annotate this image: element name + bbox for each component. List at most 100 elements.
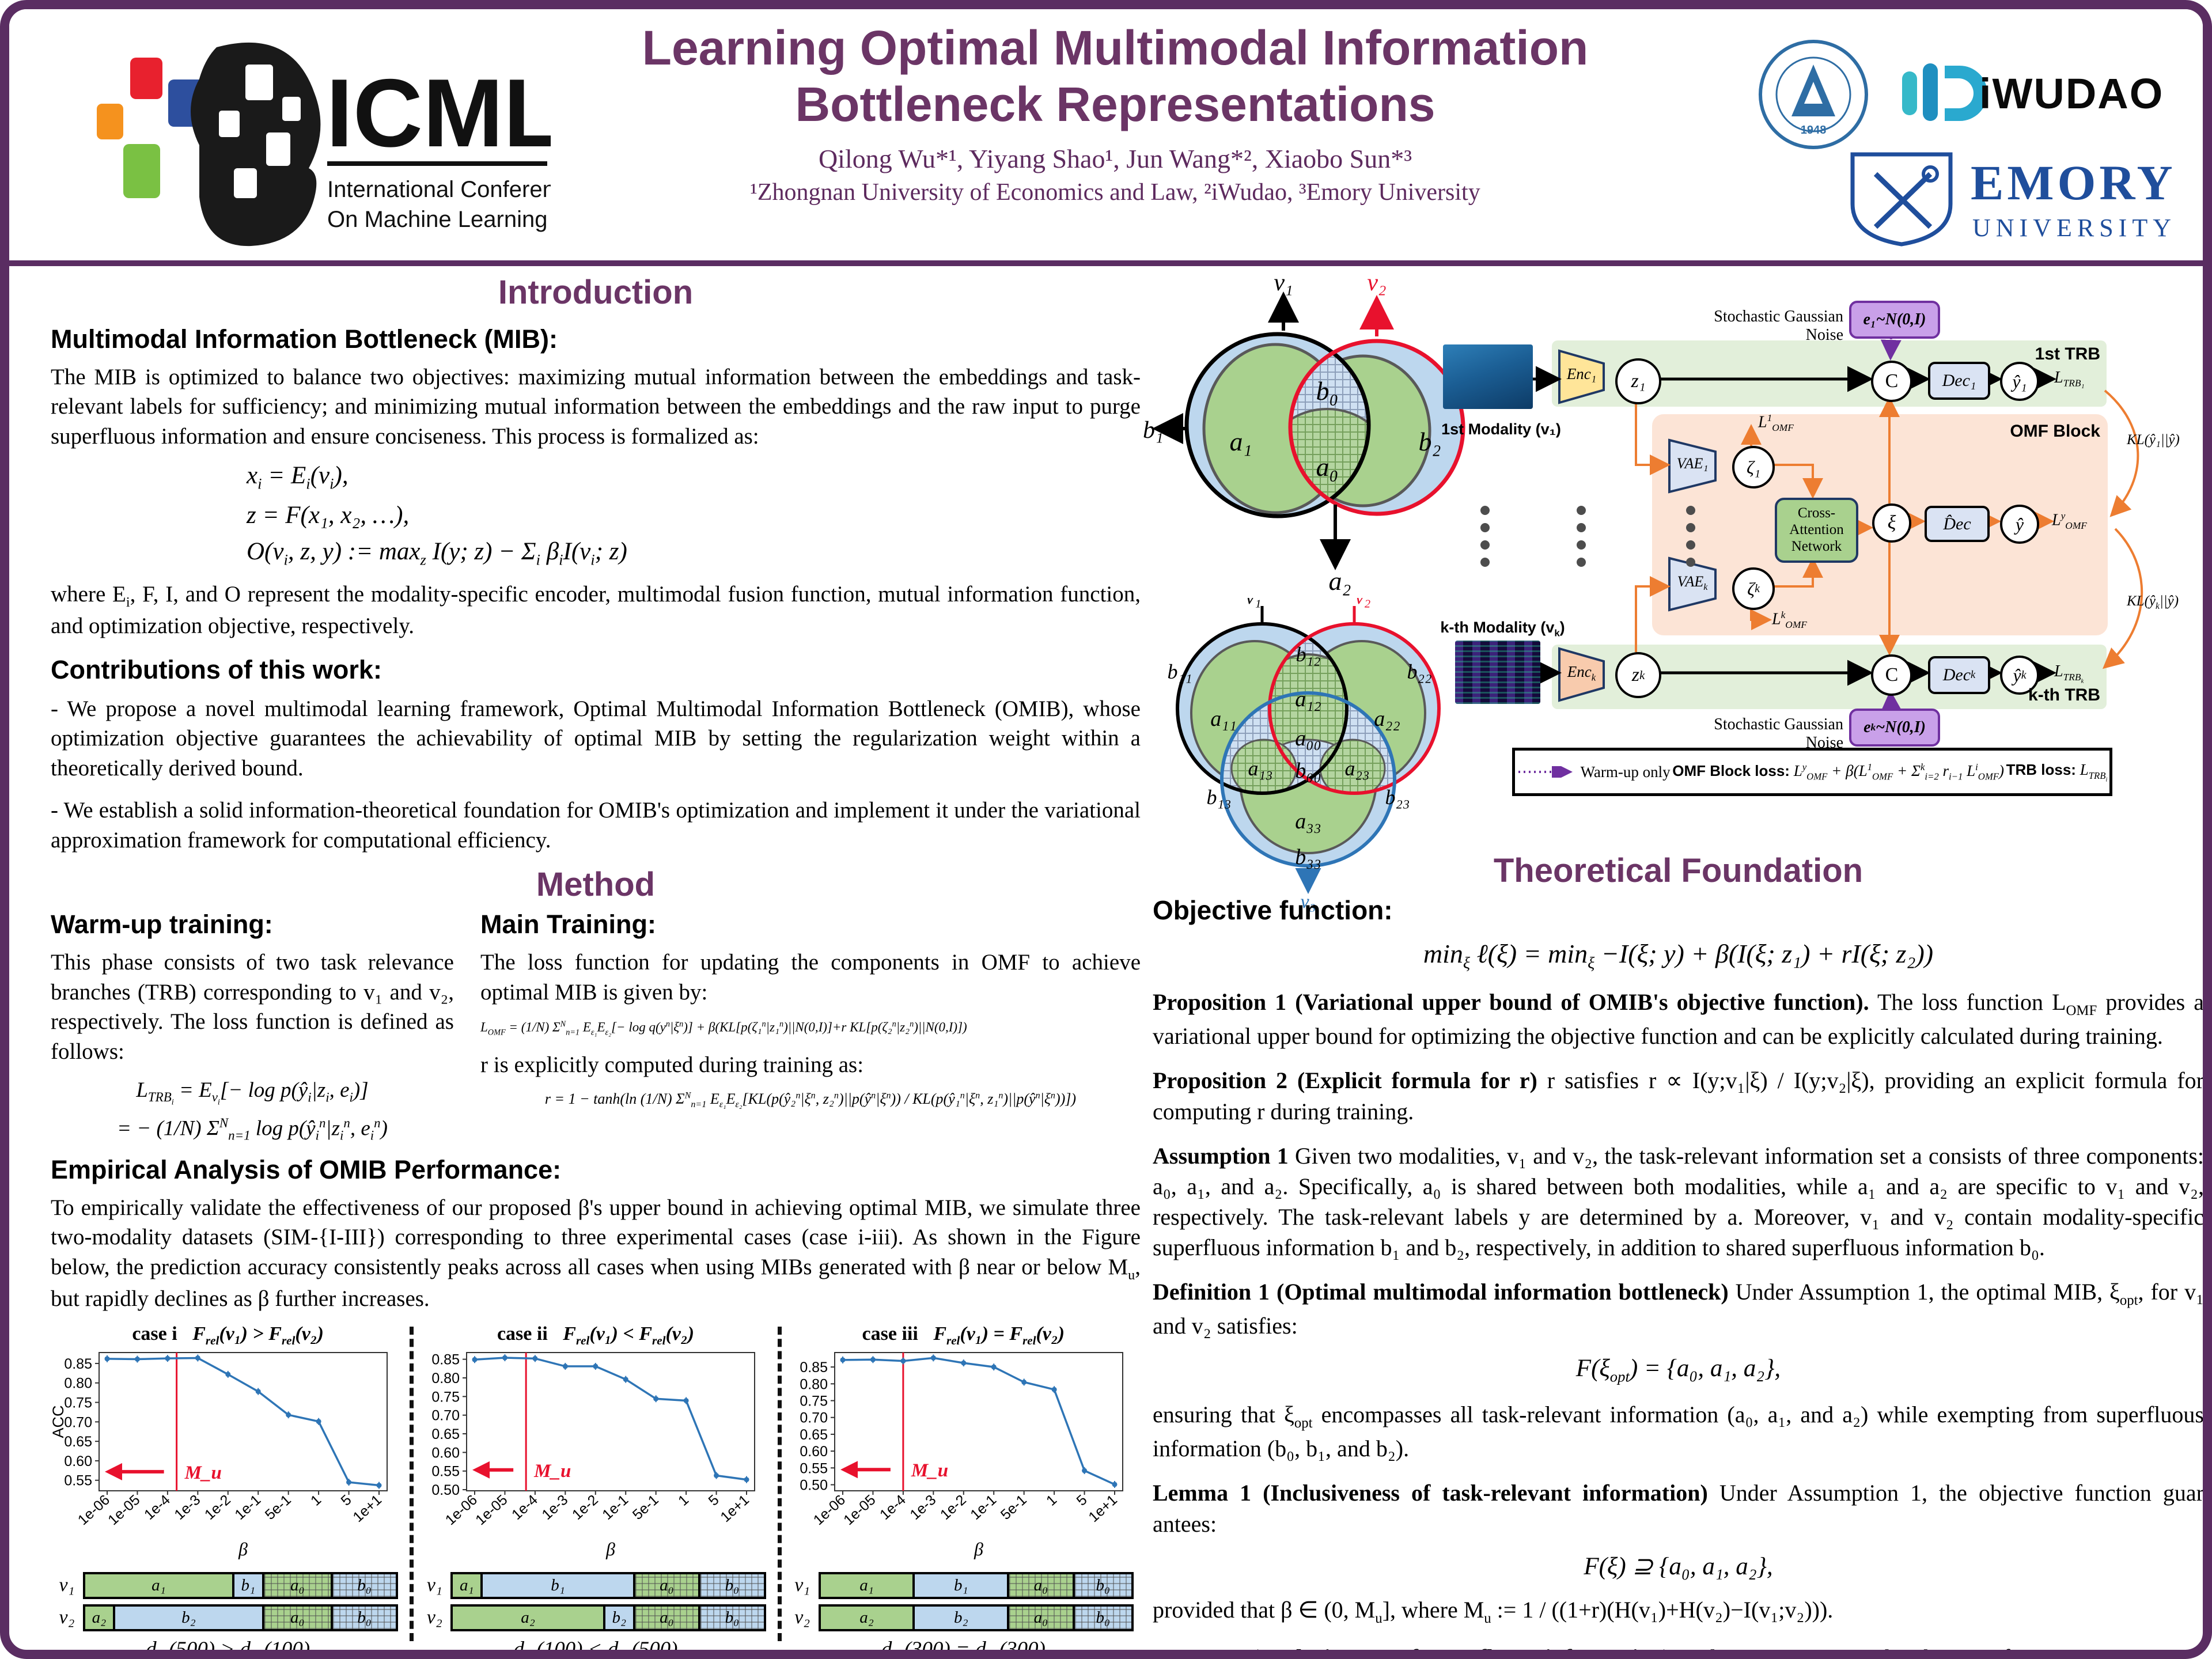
- x-tick-label: 5: [706, 1491, 722, 1509]
- case-condition: Frel(v₁) < Frel(v₂): [563, 1323, 695, 1347]
- ltrb1-label: LTRB₁: [2054, 369, 2085, 389]
- mu-label: M_u: [911, 1460, 948, 1481]
- data-point: [225, 1371, 231, 1377]
- lemma-2-lead: Lemma 2 (Exclusiveness of superfluous in…: [1153, 1644, 1671, 1659]
- contribution-1: - We propose a novel multimodal learning…: [51, 696, 1141, 781]
- warmup-formula-1: LTRBi = Evi[− log p(ŷi|zi, ei)]: [136, 1078, 369, 1107]
- bar-segment-blue-hatch: b₀: [1072, 1571, 1134, 1599]
- bar-track-v1: a₁ b₁ a₀ b₀: [450, 1571, 772, 1599]
- chart-title-case-iii: case iii Frel(v₁) = Frel(v₂): [786, 1323, 1141, 1348]
- data-point: [623, 1376, 629, 1382]
- data-point: [563, 1363, 569, 1369]
- proposition-1-lead: Proposition 1 (Variational upper bound o…: [1153, 989, 1869, 1016]
- definition-1-after: ensuring that ξopt encompasses all task-…: [1153, 1402, 2204, 1462]
- x-tick-label: 1e-05: [473, 1491, 511, 1528]
- modality-ellipsis-dots: [1480, 506, 1695, 567]
- modality-bar-row: v₂ a₂ b₂ a₀ b₀: [786, 1604, 1141, 1631]
- contribution-2: - We establish a solid information-theor…: [51, 798, 1141, 853]
- icml-logo-green-square: [123, 144, 160, 198]
- bar-segment-green: a₂: [450, 1604, 605, 1631]
- venn2-b00-label: b₀₀: [1295, 759, 1321, 783]
- chart-divider: [410, 1326, 414, 1641]
- y-tick-label: 0.65: [432, 1426, 460, 1442]
- chart-title-case-ii: case ii Frel(v₁) < Frel(v₂): [418, 1323, 772, 1348]
- x-tick-label: 5: [338, 1491, 355, 1509]
- data-point: [255, 1388, 261, 1394]
- noise-box-1: e₁~N(0,I): [1849, 301, 1940, 339]
- vae1-label: VAE₁: [1676, 455, 1709, 472]
- venn2-b12-label: b₁₂: [1296, 643, 1320, 666]
- plot-area: [834, 1351, 1123, 1491]
- icml-underline: [327, 161, 547, 166]
- bar-segment-green-hatch: a₀: [1007, 1604, 1075, 1631]
- venn2-b22-label: b₂₂: [1407, 660, 1431, 683]
- mib-heading: Multimodal Information Bottleneck (MIB):: [51, 324, 558, 354]
- yhat-node: ŷ: [2000, 505, 2039, 544]
- xi-node: ξ: [1872, 503, 1911, 543]
- data-point: [653, 1396, 659, 1402]
- data-point: [134, 1356, 140, 1362]
- data-point: [472, 1357, 478, 1362]
- dechat-box: D̂ec: [1925, 506, 1990, 542]
- bar-segment-blue-hatch: b₀: [1072, 1604, 1134, 1631]
- x-tick-label: 1e-3: [907, 1491, 939, 1522]
- case-label: case iii: [862, 1323, 918, 1344]
- bar-segment-blue-hatch: b₀: [330, 1604, 399, 1631]
- main-training-column: Main Training: The loss function for upd…: [480, 910, 1141, 1143]
- modality-bar-row: v₁ a₁ b₁ a₀ b₀: [418, 1571, 772, 1599]
- bar-segment-green: a₁: [818, 1571, 915, 1599]
- bar-row-label: v₁: [794, 1574, 810, 1596]
- venn2-a33-label: a₃₃: [1295, 809, 1321, 834]
- x-tick-label: 5: [1073, 1491, 1090, 1509]
- bar-caption: d11(100) < d21(500): [513, 1637, 678, 1659]
- zeta1-node: ζ₁: [1732, 446, 1775, 488]
- definition-1: Definition 1 (Optimal multimodal informa…: [1153, 1277, 2205, 1341]
- klk-label: KL(ŷk||ŷ): [2127, 593, 2179, 611]
- theory-column: Theoretical Foundation Objective functio…: [1153, 851, 2205, 1659]
- bar-caption: d11(300) = d21(300): [881, 1637, 1046, 1659]
- bar-track-v1: a₁ b₁ a₀ b₀: [83, 1571, 405, 1599]
- x-tick-label: 1e-06: [810, 1491, 848, 1528]
- data-point: [346, 1479, 352, 1485]
- mu-label: M_u: [184, 1462, 222, 1483]
- concat-node-k: C: [1871, 654, 1912, 696]
- bar-segment-green: a₁: [83, 1571, 234, 1599]
- chart-panel-case-iii: case iii Frel(v₁) = Frel(v₂) 0.50 0.55 0.6…: [786, 1323, 1141, 1659]
- emory-line2: UNIVERSITY: [1972, 214, 2176, 242]
- chart-panel-case-ii: case ii Frel(v₁) < Frel(v₂) 0.50 0.55 0.60…: [418, 1323, 772, 1659]
- modality-bar-row: v₂ a₂ b₂ a₀ b₀: [418, 1604, 772, 1631]
- legend-omf-formula: LyOMF + β(L1OMF + Σki=2 ri−1 LiOMF): [1793, 761, 2004, 782]
- x-tick-label: 1e-2: [569, 1491, 601, 1522]
- modality-bar-row: v₁ a₁ b₁ a₀ b₀: [51, 1571, 405, 1599]
- objective-heading: Objective function:: [1153, 895, 1393, 925]
- venn1-b2-label: b₂: [1419, 427, 1441, 456]
- empirical-paragraph: To empirically validate the effectivenes…: [51, 1195, 1141, 1312]
- poster-title-line2: Bottleneck Representations: [795, 77, 1435, 132]
- main-training-paragraph-1: The loss function for updating the compo…: [480, 950, 1141, 1005]
- venn1-a1-label: a₁: [1230, 427, 1252, 456]
- definition-1-lead: Definition 1 (Optimal multimodal informa…: [1153, 1279, 1729, 1305]
- data-point: [1081, 1468, 1087, 1474]
- data-point: [316, 1418, 321, 1424]
- architecture-legend: Warm-up only OMF Block loss: LyOMF + β(L…: [1512, 748, 2112, 796]
- x-tick-label: 1e-3: [171, 1491, 203, 1522]
- bar-row-label: v₁: [59, 1574, 75, 1596]
- bar-segment-blue: b₁: [232, 1571, 264, 1599]
- intro-paragraph: The MIB is optimized to balance two obje…: [51, 365, 1141, 449]
- proposition-2-text: r satisfies r ∝ I(y;v₁|ξ) / I(y;v₂|ξ), p…: [1153, 1067, 2205, 1124]
- venn1-b1-label: b₁: [1143, 417, 1164, 444]
- intro-formula-3: O(vi, z, y) := maxz I(y; z) − Σi βiI(vi;…: [247, 538, 627, 569]
- venn1-a2-label: a₂: [1329, 566, 1351, 596]
- left-column: Introduction Multimodal Information Bott…: [50, 273, 1141, 1659]
- y-tick-label: 0.85: [800, 1359, 828, 1376]
- mu-arrow-head: [472, 1461, 490, 1479]
- definition-1-text: Under Assumption 1, the optimal MIB, ξop…: [1153, 1279, 2205, 1339]
- main-training-paragraph-2: r is explicitly computed during training…: [480, 1052, 864, 1078]
- zuel-seal-logo: 1948: [1759, 40, 1868, 149]
- mu-label: M_u: [533, 1460, 571, 1481]
- proposition-2-lead: Proposition 2 (Explicit formula for r): [1153, 1067, 1537, 1094]
- warmup-paragraph: This phase consists of two task relevanc…: [51, 950, 454, 1064]
- bar-segment-green-hatch: a₀: [262, 1571, 333, 1599]
- data-point: [870, 1357, 876, 1362]
